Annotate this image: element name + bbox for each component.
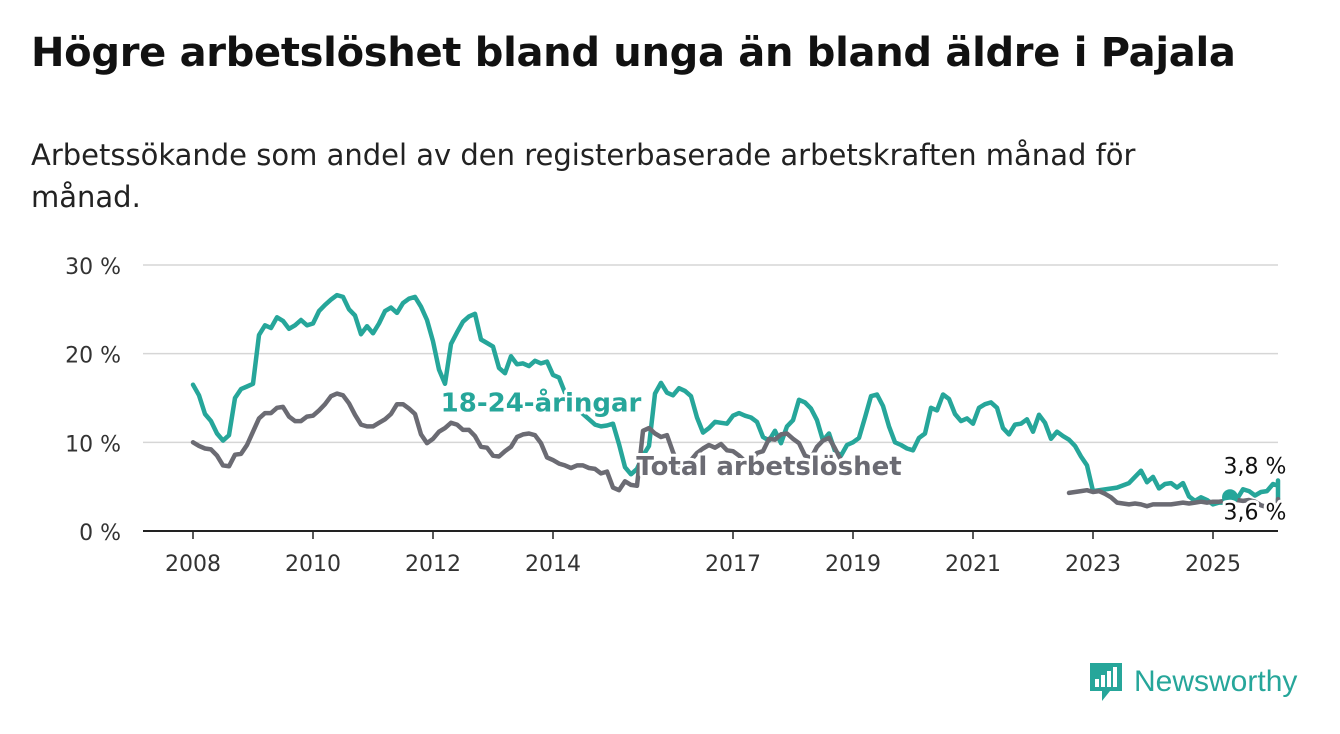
y-tick-label: 0 % [79, 521, 121, 546]
x-tick-label: 2014 [525, 552, 581, 577]
x-tick-label: 2021 [945, 552, 1001, 577]
y-tick-label: 20 % [65, 344, 121, 369]
x-tick-label: 2023 [1065, 552, 1121, 577]
series-label: Total arbetslöshet [636, 452, 901, 482]
series-line-total [190, 391, 844, 493]
value-label: 3,6 % [1224, 500, 1287, 525]
x-tick-label: 2025 [1185, 552, 1241, 577]
value-label: 3,8 % [1224, 454, 1287, 479]
chart-subtitle: Arbetssökande som andel av den registerb… [31, 138, 1136, 214]
gridlines [143, 264, 1278, 532]
newsworthy-logo-icon [1090, 663, 1122, 701]
x-tick-label: 2010 [285, 552, 341, 577]
series-lines [190, 292, 1281, 511]
x-tick-label: 2008 [165, 552, 221, 577]
x-axis-ticks: 2008 2010 2012 2014 2017 2019 2021 2023 2025 [165, 531, 1241, 577]
series-line-total [1066, 487, 1281, 511]
annotations: 18-24-åringar Total arbetslöshet 3,8 % 3,6 … [438, 383, 1290, 528]
chart-title: Högre arbetslöshet bland unga än bland ä… [31, 30, 1236, 76]
series-label: 18-24-åringar [441, 386, 642, 418]
y-axis-ticks: 0 % 10 % 20 % 30 % [65, 255, 121, 546]
y-tick-label: 10 % [65, 432, 121, 457]
x-tick-label: 2012 [405, 552, 461, 577]
x-tick-label: 2019 [825, 552, 881, 577]
brand-mark: Newsworthy [1088, 661, 1297, 703]
x-tick-label: 2017 [705, 552, 761, 577]
series-line-youth [190, 292, 1281, 508]
series-end-marker [1222, 489, 1238, 506]
y-tick-label: 30 % [65, 255, 121, 280]
brand-name: Newsworthy [1134, 665, 1298, 698]
